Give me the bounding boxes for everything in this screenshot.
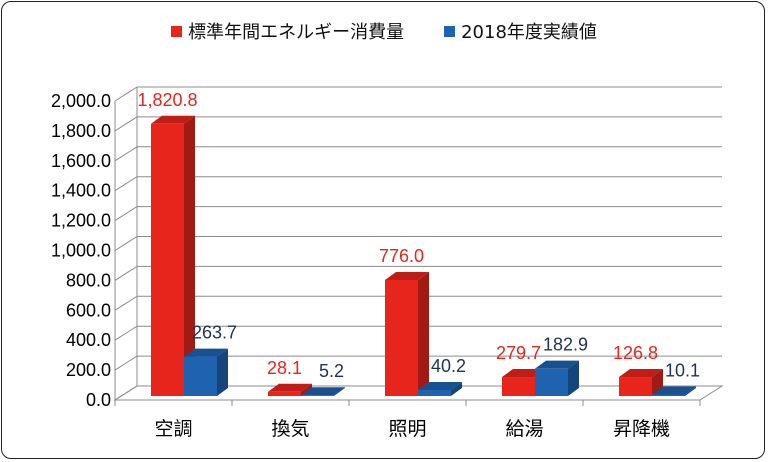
data-label: 182.9 xyxy=(543,335,588,355)
bar-top xyxy=(385,271,429,280)
bar-front xyxy=(268,391,301,396)
floor xyxy=(113,385,724,401)
bar-front xyxy=(619,377,652,396)
y-tick-label: 1,800.0 xyxy=(51,121,111,141)
bar-front xyxy=(301,395,334,396)
bar-front xyxy=(418,389,451,396)
bar xyxy=(301,387,345,396)
gridline-depth xyxy=(114,355,138,371)
gridline-depth xyxy=(114,116,138,132)
category-label: 昇降機 xyxy=(613,418,670,440)
data-label: 126.8 xyxy=(613,343,658,363)
bar-top xyxy=(652,386,696,395)
bar-side xyxy=(217,348,228,396)
bar-front xyxy=(652,394,685,396)
y-tick-label: 2,000.0 xyxy=(51,91,111,111)
bar-front xyxy=(535,368,568,396)
data-label: 10.1 xyxy=(665,360,700,380)
y-tick-label: 1,600.0 xyxy=(51,151,111,171)
y-tick-label: 0.0 xyxy=(86,390,111,410)
category-label: 空調 xyxy=(154,418,192,440)
data-label: 279.7 xyxy=(496,343,541,363)
data-label: 5.2 xyxy=(319,361,344,381)
data-label: 263.7 xyxy=(192,323,237,343)
bar-top xyxy=(301,387,345,396)
gridline-depth xyxy=(114,146,138,162)
bar xyxy=(652,386,696,396)
bar xyxy=(535,360,579,396)
legend-swatch-actual xyxy=(444,25,456,37)
bar xyxy=(385,271,429,396)
bar-side xyxy=(418,271,429,396)
data-label: 28.1 xyxy=(267,358,302,378)
bar-side xyxy=(685,386,696,396)
category-label: 給湯 xyxy=(505,418,543,440)
bar-top xyxy=(418,381,462,390)
bar-top xyxy=(619,369,663,378)
gridline-depth xyxy=(114,325,138,341)
legend-item-actual: 2018年度実績値 xyxy=(444,18,597,44)
bar-side xyxy=(334,387,345,396)
legend-label-standard: 標準年間エネルギー消費量 xyxy=(188,22,405,43)
y-tick-label: 800.0 xyxy=(66,270,111,290)
bar-top xyxy=(184,348,228,357)
y-tick-label: 1,200.0 xyxy=(51,211,111,231)
y-tick-label: 200.0 xyxy=(66,360,111,380)
axes: 0.0 200.0 400.0 600.0 800.0 1,000.0 1,200.0 1,4… xyxy=(51,87,724,440)
y-tick-label: 400.0 xyxy=(66,330,111,350)
bar xyxy=(151,115,195,396)
bar xyxy=(184,348,228,396)
bar-side xyxy=(568,360,579,396)
bar-front xyxy=(151,123,184,396)
legend: 標準年間エネルギー消費量 2018年度実績値 xyxy=(0,18,768,44)
bar-top xyxy=(535,360,579,369)
gridline-depth xyxy=(114,236,138,251)
bar-side xyxy=(184,115,195,396)
gridline-depth xyxy=(114,86,138,102)
gridline-depth xyxy=(114,265,138,281)
bar-side xyxy=(301,383,312,396)
bar-top xyxy=(268,383,312,392)
gridline-depth xyxy=(114,295,138,311)
bar-top xyxy=(151,115,195,124)
legend-swatch-standard xyxy=(171,25,183,37)
y-tick-label: 1,000.0 xyxy=(51,241,111,261)
data-label: 40.2 xyxy=(431,356,466,376)
data-label: 1,820.8 xyxy=(137,90,197,110)
data-label: 776.0 xyxy=(379,246,424,266)
bar xyxy=(268,383,312,396)
legend-item-standard: 標準年間エネルギー消費量 xyxy=(171,18,404,44)
y-tick-label: 1,400.0 xyxy=(51,181,111,201)
bar xyxy=(418,381,462,396)
bar-front xyxy=(502,377,535,396)
gridline-depth xyxy=(114,176,138,192)
bar-side xyxy=(451,381,462,396)
gridline-depth xyxy=(114,206,138,222)
bar-front xyxy=(385,279,418,396)
legend-label-actual: 2018年度実績値 xyxy=(461,22,597,43)
category-label: 照明 xyxy=(388,418,426,440)
bar-front xyxy=(184,356,217,396)
category-label: 換気 xyxy=(271,418,309,440)
y-tick-label: 600.0 xyxy=(66,300,111,320)
bars xyxy=(151,115,696,396)
data-labels: 1,820.8 28.1 776.0 279.7 126.8 263.7 5.2 40.2 18… xyxy=(137,90,700,381)
grid-lines xyxy=(114,86,722,401)
